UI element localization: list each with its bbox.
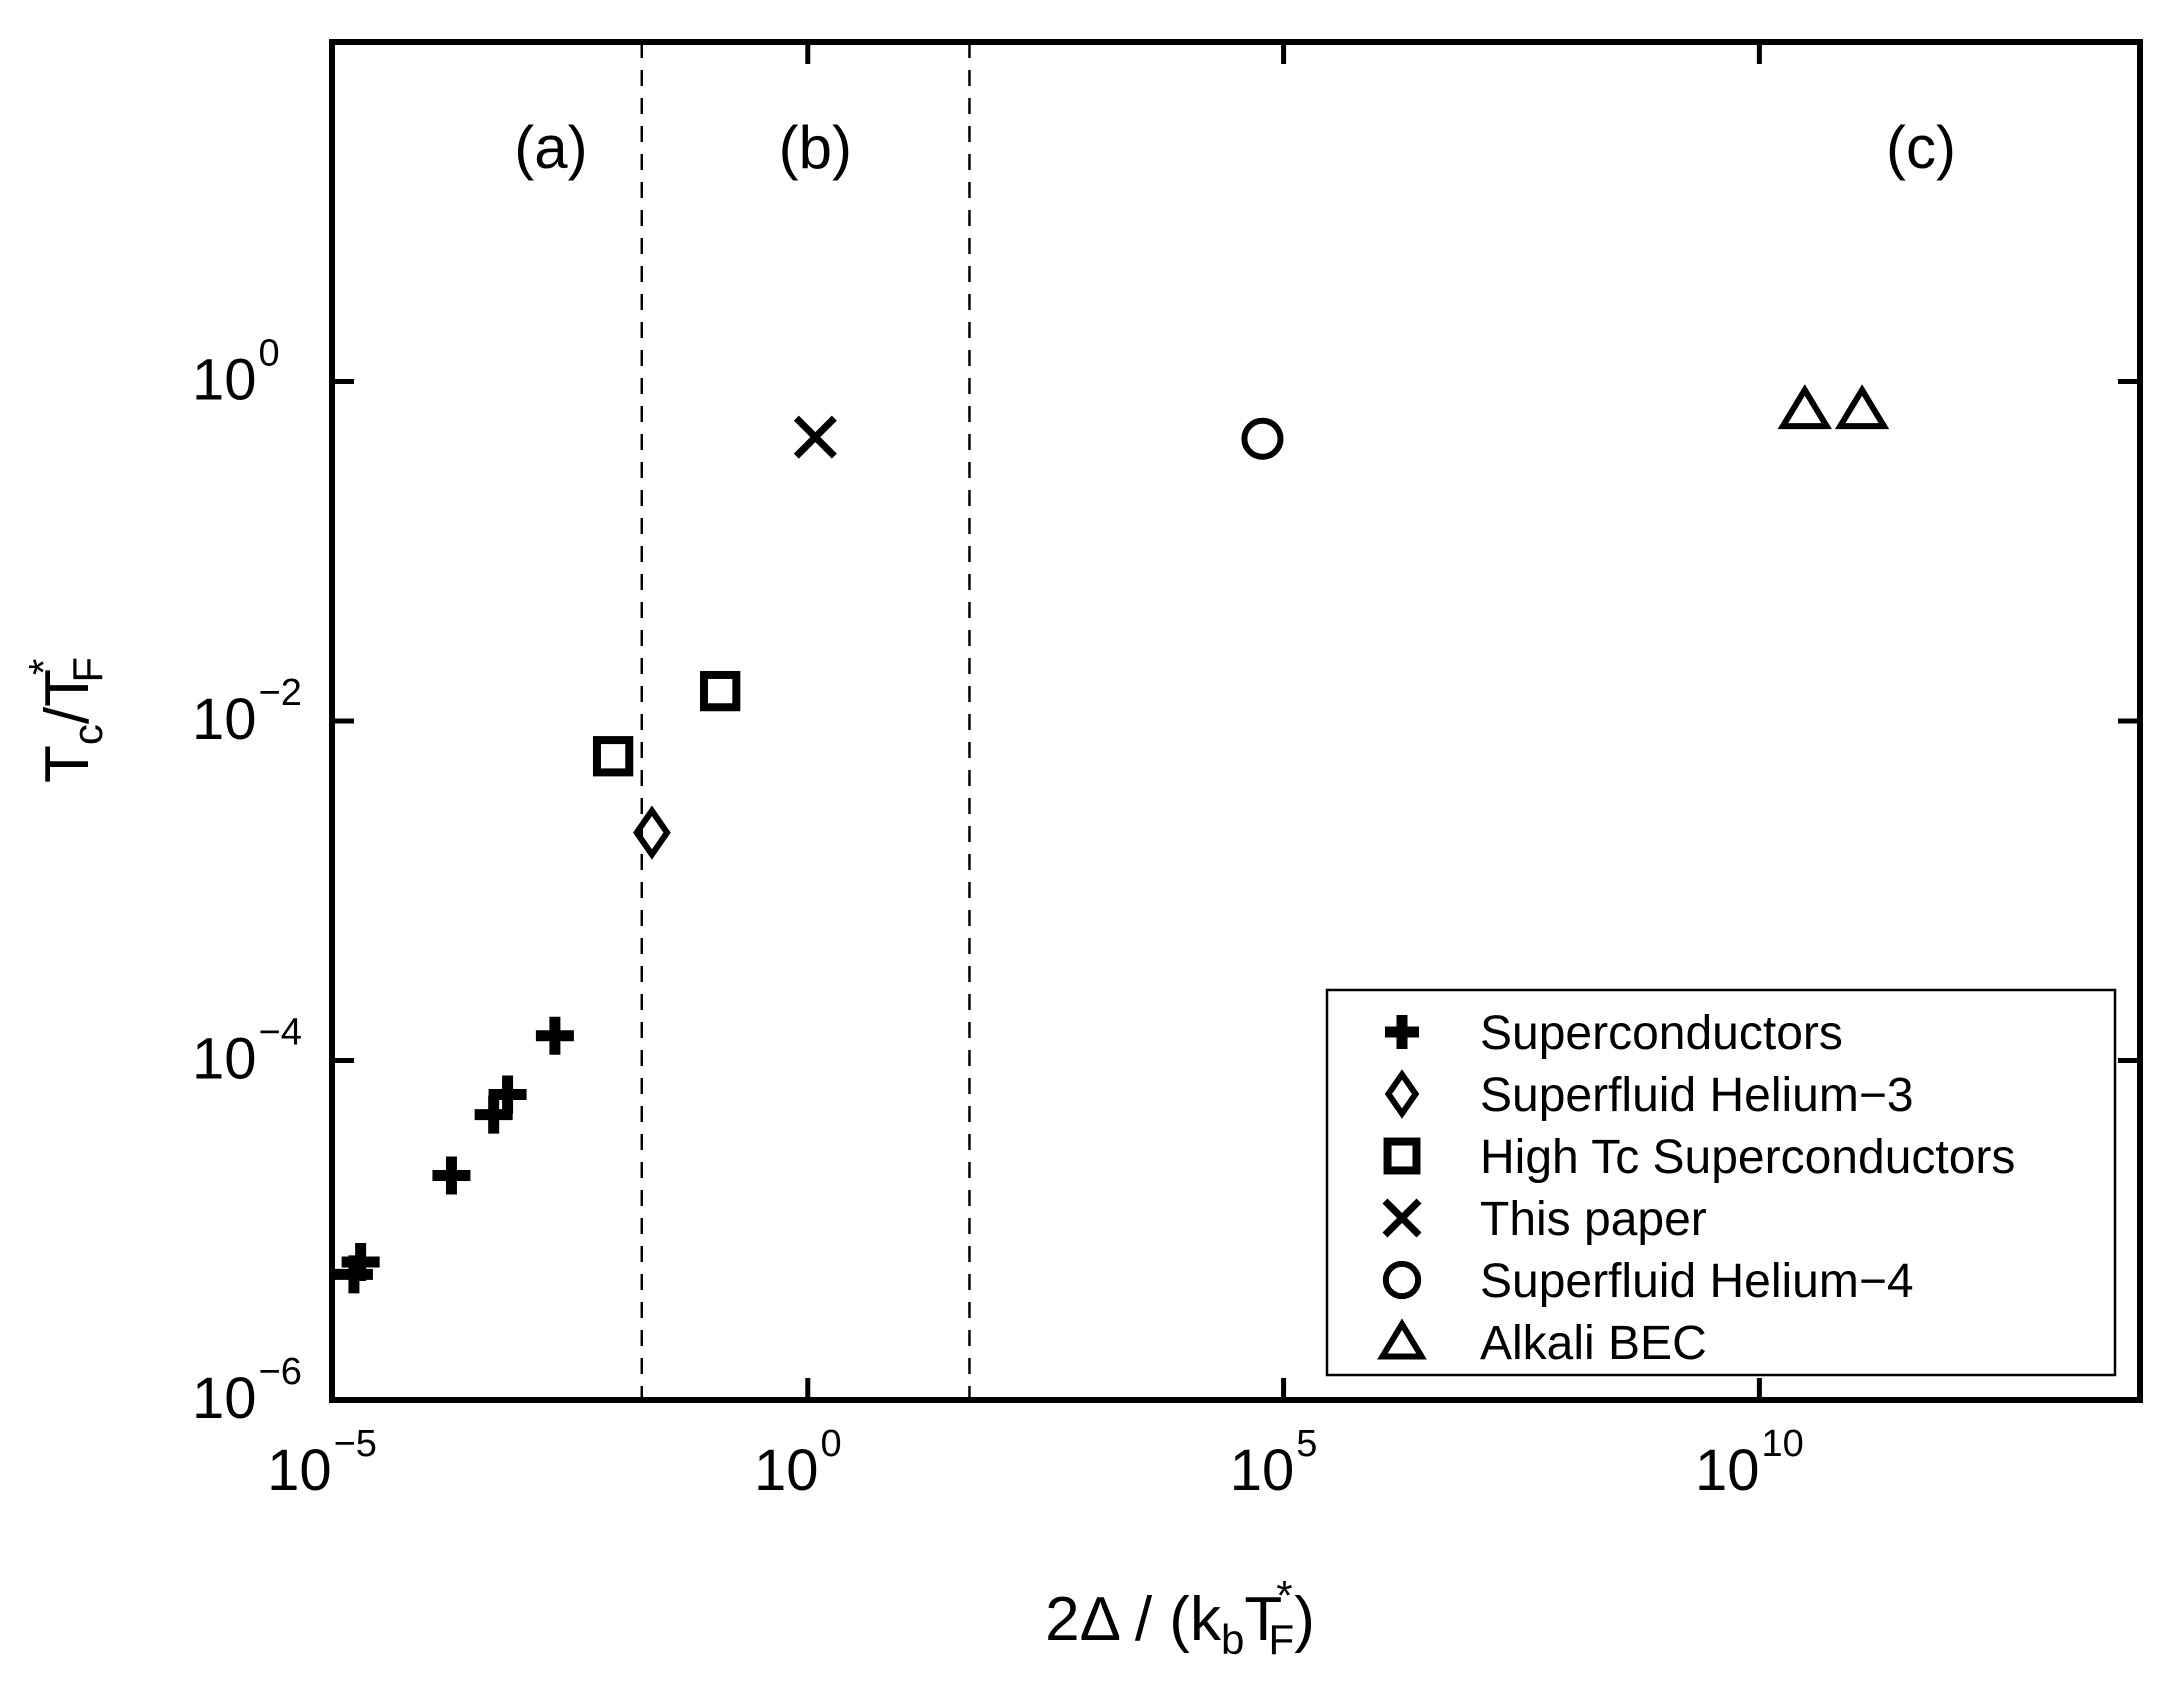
data-point-triangle xyxy=(1777,384,1832,430)
y-tick-label: 10−4 xyxy=(192,1012,302,1092)
legend-marker-triangle xyxy=(1377,1318,1427,1360)
y-tick-label: 10−6 xyxy=(192,1351,302,1431)
data-point-x xyxy=(793,415,837,459)
legend-marker-diamond xyxy=(1384,1069,1420,1119)
data-point-plus xyxy=(432,1156,471,1195)
data-point-square xyxy=(592,736,634,777)
region-label: (a) xyxy=(514,114,587,181)
region-labels: (a) (b) (c) xyxy=(514,114,1956,181)
y-axis-title: Tc/T*F xyxy=(20,657,111,783)
legend-label: High Tc Superconductors xyxy=(1480,1131,2015,1184)
data-point-plus xyxy=(341,1243,380,1282)
region-label: (b) xyxy=(779,114,852,181)
legend-marker-circle xyxy=(1382,1260,1422,1300)
svg-text:Tc/T*F: Tc/T*F xyxy=(20,657,111,783)
data-point-triangle xyxy=(1834,384,1890,430)
data-point-circle xyxy=(1241,417,1284,460)
y-tick-label: 10−2 xyxy=(192,672,302,752)
data-point-plus xyxy=(535,1016,574,1055)
x-tick-label: 100 xyxy=(754,1423,842,1503)
legend-marker-square xyxy=(1383,1137,1421,1175)
legend-label: Alkali BEC xyxy=(1480,1317,1707,1370)
region-label: (c) xyxy=(1886,114,1956,181)
legend-box xyxy=(1325,988,2117,1377)
legend: Superconductors Superfluid Helium−3 High T… xyxy=(1325,988,2117,1377)
legend-label: This paper xyxy=(1480,1193,1707,1246)
x-tick-label: 10−5 xyxy=(267,1423,377,1503)
y-tick-label: 100 xyxy=(192,333,280,413)
data-point-square xyxy=(700,670,741,712)
legend-marker-plus xyxy=(1385,1015,1419,1049)
data-point-plus xyxy=(488,1075,527,1114)
region-dividers xyxy=(640,42,971,1400)
x-axis-title: 2Δ / (kbT* F) xyxy=(1045,1572,1315,1663)
legend-label: Superconductors xyxy=(1480,1007,1843,1060)
data-point-diamond xyxy=(633,805,671,860)
data-points xyxy=(334,384,1890,1294)
x-tick-label: 1010 xyxy=(1695,1423,1804,1503)
legend-label: Superfluid Helium−4 xyxy=(1480,1255,1914,1308)
legend-marker-x xyxy=(1382,1198,1422,1238)
data-point-plus xyxy=(474,1095,513,1134)
x-tick-label: 105 xyxy=(1230,1423,1318,1503)
legend-label: Superfluid Helium−3 xyxy=(1480,1069,1914,1122)
